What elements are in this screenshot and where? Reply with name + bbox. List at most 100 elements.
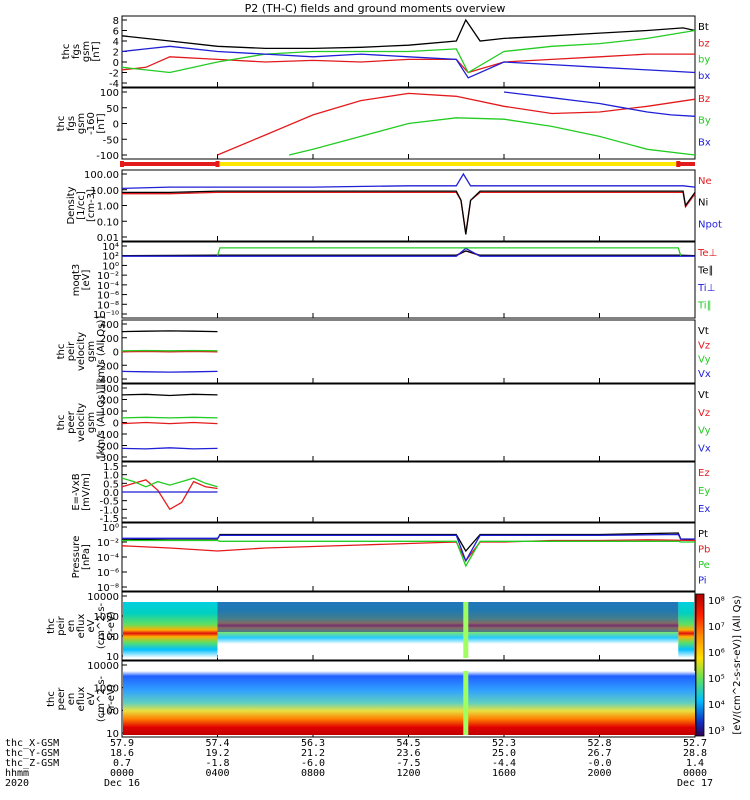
panel-frame [121, 383, 696, 462]
legend-Vz: Vz [698, 340, 710, 351]
footer-value: -6.0 [301, 758, 325, 769]
legend-Vt: Vt [698, 326, 709, 337]
ylabel-line: sr-eV) [106, 684, 117, 713]
spectrogram-band [123, 671, 695, 735]
ylabel-line: thc [56, 415, 67, 431]
ytick-label: -300 [96, 453, 119, 464]
panel-efield: E=-VxB [mV/m] 1.51.00.50.0-0.5-1.0-1.5 Ez Ey… [71, 461, 710, 525]
legend-By: By [698, 116, 711, 127]
colorbar-label: 10⁵ [708, 674, 725, 685]
panel-pressure: Pressure [nPa] 10⁰ 10⁻² 10⁻⁴ 10⁻⁶ 10⁻⁸ Pt Pb Pe Pi [71, 522, 710, 594]
ylabel-line: E=-VxB [71, 473, 82, 510]
footer-value: 1600 [492, 768, 516, 779]
ytick-label: 10⁻⁴ [97, 553, 119, 564]
footer-value: -7.5 [396, 758, 420, 769]
footer-value: 57.4 [205, 738, 229, 749]
legend-Vt: Vt [698, 390, 709, 401]
ylabel-line: [nT] [96, 113, 107, 133]
ytick-label: 10² [102, 252, 119, 263]
ylabel-line: thc [46, 691, 57, 707]
ytick-label: 10⁻⁸ [97, 583, 119, 594]
series-line-Bx [503, 91, 696, 117]
footer-value: Dec 17 [677, 778, 713, 789]
ylabel-line: Pressure [71, 536, 82, 579]
footer-row-label: thc_Z-GSM [5, 758, 59, 769]
legend-Pi: Pi [698, 576, 707, 587]
colorbar-label: 10⁶ [708, 648, 725, 659]
ytick-label: 100 [100, 88, 119, 99]
colorbar-label: 10⁷ [708, 622, 725, 633]
ylabel-line: gsm [86, 412, 97, 433]
legend-Vx: Vx [698, 443, 711, 454]
ytick-label: 6 [113, 27, 119, 38]
footer-row-label: hhmm [5, 768, 29, 779]
legend-Bt: Bt [698, 22, 709, 33]
footer-value: 0000 [683, 768, 707, 779]
series-line-Vz [121, 421, 218, 425]
ytick-label: 1.00 [97, 202, 119, 213]
legend-Vz: Vz [698, 408, 710, 419]
footer-row-label: thc_Y-GSM [5, 748, 59, 759]
ylabel-line: sr-eV) [106, 611, 117, 640]
ytick-label: 0.01 [97, 233, 119, 244]
ylabel-line: velocity [76, 332, 87, 371]
legend-Pe: Pe [698, 560, 710, 571]
footer-value: 0.7 [113, 758, 131, 769]
ytick-label: 4 [113, 37, 119, 48]
ytick-label: 100 [100, 632, 119, 643]
ytick-label: 200 [100, 396, 119, 407]
ylabel-line: en [66, 620, 77, 633]
ylabel-line: velocity [76, 403, 87, 442]
series-line-by [121, 29, 696, 74]
panel-frame [121, 522, 696, 592]
footer-value: Dec 16 [104, 778, 140, 789]
ytick-label: 0 [113, 58, 119, 69]
colorbar-label: 10⁴ [708, 700, 725, 711]
ytick-label: 1000 [94, 612, 119, 623]
panel-peer-en: thc peer en eflux eV (cm^2-s-sr-eV) 10000 1000 1… [46, 660, 696, 740]
legend-Vy: Vy [698, 426, 711, 437]
footer-value: 0400 [205, 768, 229, 779]
ytick-label: 10⁻² [97, 538, 119, 549]
legend-Te∥: Te∥ [697, 266, 714, 277]
footer-value: 26.7 [587, 748, 611, 759]
ylabel-line: peer [66, 410, 77, 434]
mode-marker-2 [676, 161, 681, 167]
ytick-label: 8 [113, 16, 119, 27]
footer-value: 57.9 [110, 738, 134, 749]
series-line-Pi [122, 533, 695, 563]
panel-peir-en: thc peir en eflux eV (cm^2-s-sr-eV) 10000 1000 1… [46, 591, 696, 663]
panel-fgs160: thc fgs gsm -160 [nT] 100 50 0 -50 -100 Bz By Bx [56, 87, 711, 162]
footer-value: 52.8 [587, 738, 611, 749]
ylabel-line: gsm [81, 41, 92, 62]
ylabel-line: peer [56, 687, 67, 711]
series-line-Bt [121, 18, 696, 50]
mode-marker-1 [215, 161, 220, 167]
ytick-label: 0.10 [97, 217, 119, 228]
ytick-label: 0 [113, 120, 119, 131]
footer-row-label: thc_X-GSM [5, 738, 59, 749]
ytick-label: 0.5 [103, 479, 119, 490]
ytick-label: 10⁻² [97, 271, 119, 282]
panel-density: Density [1/cc] [cm-3] 100.00 10.00 1.00 0.10 0.… [66, 169, 722, 244]
series-line-Npot [121, 172, 696, 190]
ylabel-line: Density [66, 186, 77, 224]
series-line-Bz [217, 92, 696, 156]
series-line-Vy [121, 416, 218, 419]
ylabel-line: [nPa] [81, 544, 92, 570]
ytick-label: 10⁻⁴ [97, 281, 119, 292]
footer-value: 19.2 [205, 748, 229, 759]
legend-Ne: Ne [698, 176, 712, 187]
ytick-label: 0 [113, 348, 119, 359]
ytick-label: -0.5 [99, 497, 119, 508]
ylabel-line: gsm [86, 341, 97, 362]
legend-by: by [698, 55, 710, 66]
ytick-label: -100 [96, 430, 119, 441]
ylabel-line: (cm^2-s- [96, 602, 107, 649]
colorbar-title: [eV/(cm^2-s-sr-eV)] (All Qs) [732, 595, 743, 734]
legend-bx: bx [698, 71, 710, 82]
ytick-label: -1.5 [99, 514, 119, 525]
ylabel-line: peir [66, 341, 77, 361]
ylabel-line: [1/cc] [76, 191, 87, 220]
colorbar: 10⁸ 10⁷ 10⁶ 10⁵ 10⁴ 10³ [eV/(cm^2-s-sr-eV)] (A… [695, 593, 743, 737]
